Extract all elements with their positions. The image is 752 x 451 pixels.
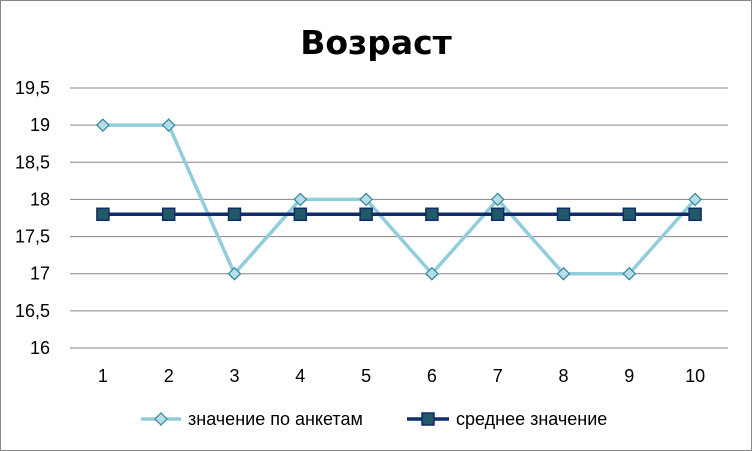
series-layer (96, 118, 702, 281)
data-point (293, 192, 308, 207)
y-tick-label: 19 (30, 115, 50, 135)
y-tick-label: 16,5 (15, 301, 50, 321)
data-point (359, 207, 373, 222)
legend-label: среднее значение (456, 409, 607, 429)
y-tick-label: 17,5 (15, 227, 50, 247)
legend-label: значение по анкетам (188, 409, 363, 429)
x-tick-label: 2 (164, 366, 174, 386)
x-axis-ticks: 1 2 3 4 5 6 7 8 9 10 (98, 366, 705, 386)
data-point (490, 207, 505, 222)
data-point (96, 118, 110, 132)
series-1 (96, 118, 702, 281)
y-axis-ticks: 16 16,5 17 17,5 18 18,5 19 19,5 (15, 78, 50, 358)
data-point (425, 207, 439, 222)
data-point (227, 207, 242, 222)
data-point (425, 266, 439, 281)
y-tick-label: 19,5 (15, 78, 50, 98)
data-point (161, 207, 176, 222)
data-point (490, 192, 505, 207)
y-tick-label: 17 (30, 264, 50, 284)
x-tick-label: 4 (295, 366, 305, 386)
data-point (227, 266, 242, 281)
data-point (96, 207, 110, 222)
legend-item: среднее значение (407, 409, 607, 429)
y-tick-label: 16 (30, 338, 50, 358)
chart-title: Возраст (300, 23, 452, 62)
gridlines (70, 87, 728, 349)
x-tick-label: 5 (361, 366, 371, 386)
data-point (359, 192, 373, 207)
data-point (161, 118, 176, 132)
x-tick-label: 3 (229, 366, 239, 386)
x-tick-label: 8 (558, 366, 568, 386)
x-tick-label: 7 (493, 366, 503, 386)
data-point (622, 266, 637, 281)
x-tick-label: 6 (427, 366, 437, 386)
x-tick-label: 1 (98, 366, 108, 386)
y-tick-label: 18,5 (15, 152, 50, 172)
legend-marker (154, 412, 168, 426)
data-point (556, 266, 571, 281)
data-point (556, 207, 571, 222)
data-point (622, 207, 637, 222)
x-tick-label: 10 (685, 366, 705, 386)
series-line (102, 123, 697, 276)
data-point (688, 207, 702, 222)
y-tick-label: 18 (30, 189, 50, 209)
data-point (688, 192, 702, 207)
data-point (293, 207, 308, 222)
legend: значение по анкетам среднее значение (141, 409, 607, 429)
legend-item: значение по анкетам (141, 409, 363, 429)
legend-marker (421, 412, 435, 426)
x-tick-label: 9 (624, 366, 634, 386)
series-2 (96, 207, 702, 222)
